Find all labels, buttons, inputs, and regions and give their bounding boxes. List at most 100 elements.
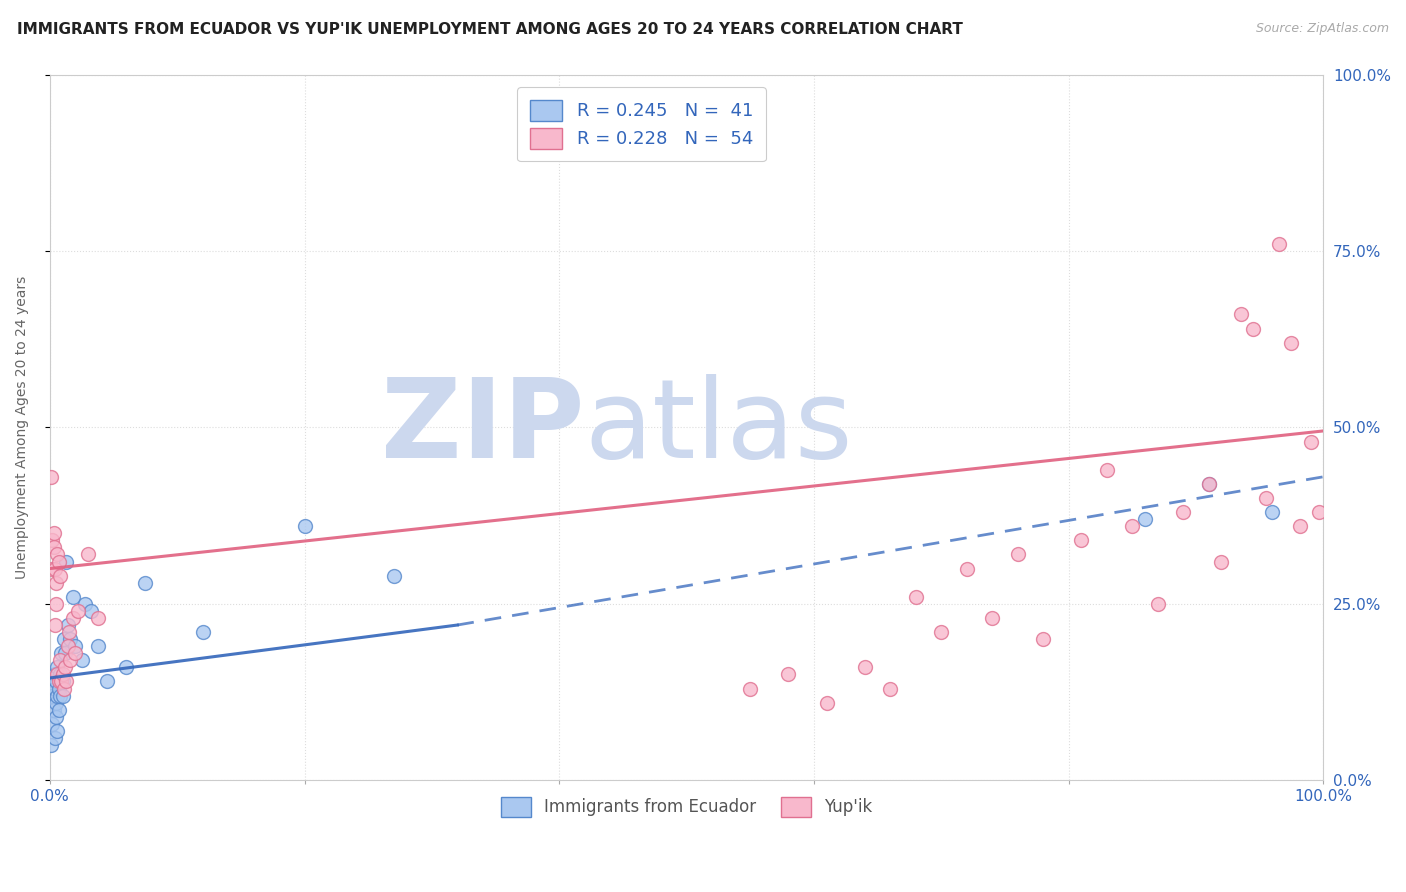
Point (53, 660, 76, 674)
Point (45, 674, 67, 689)
Point (1198, 476, 1220, 491)
Text: IMMIGRANTS FROM ECUADOR VS YUP'IK UNEMPLOYMENT AMONG AGES 20 TO 24 YEARS CORRELA: IMMIGRANTS FROM ECUADOR VS YUP'IK UNEMPL… (17, 22, 963, 37)
Point (52, 681, 75, 696)
Point (49, 689, 72, 703)
Text: Source: ZipAtlas.com: Source: ZipAtlas.com (1256, 22, 1389, 36)
Point (59, 632, 82, 647)
Point (1261, 505, 1284, 519)
Point (62, 611, 84, 625)
Point (294, 519, 316, 533)
Point (42, 703, 65, 717)
Point (49, 667, 72, 681)
Point (56, 618, 79, 632)
Point (1095, 463, 1118, 477)
Point (46, 667, 69, 681)
Point (39, 738, 62, 752)
Point (56, 639, 79, 653)
Point (45, 696, 67, 710)
Point (87, 639, 110, 653)
Legend: Immigrants from Ecuador, Yup'ik: Immigrants from Ecuador, Yup'ik (492, 789, 882, 825)
Point (51, 674, 73, 689)
Point (70, 653, 93, 667)
Point (1211, 554, 1233, 568)
Point (46, 723, 69, 738)
Text: ZIP: ZIP (381, 374, 585, 481)
Point (382, 568, 405, 582)
Point (1289, 519, 1312, 533)
Point (51, 646, 73, 660)
Point (956, 561, 979, 575)
Point (39, 470, 62, 484)
Point (48, 674, 70, 689)
Point (1198, 476, 1220, 491)
Point (62, 590, 84, 604)
Point (58, 625, 80, 640)
Point (1133, 512, 1156, 526)
Point (853, 660, 876, 674)
Point (45, 710, 67, 724)
Point (52, 632, 75, 647)
Point (1299, 434, 1322, 449)
Point (191, 625, 214, 640)
Point (77, 548, 100, 562)
Point (1281, 335, 1303, 350)
Point (1146, 597, 1168, 611)
Point (53, 646, 76, 660)
Y-axis label: Unemployment Among Ages 20 to 24 years: Unemployment Among Ages 20 to 24 years (15, 276, 30, 579)
Point (48, 681, 70, 696)
Point (1308, 505, 1330, 519)
Point (65, 646, 87, 660)
Point (55, 674, 77, 689)
Point (44, 667, 66, 681)
Point (815, 696, 838, 710)
Text: atlas: atlas (585, 374, 853, 481)
Point (41, 561, 63, 575)
Point (45, 597, 67, 611)
Point (115, 660, 138, 674)
Point (48, 554, 70, 568)
Point (52, 689, 75, 703)
Point (55, 554, 77, 568)
Point (1007, 548, 1029, 562)
Point (96, 674, 118, 689)
Point (1121, 519, 1143, 533)
Point (48, 703, 70, 717)
Point (1070, 533, 1092, 548)
Point (75, 597, 97, 611)
Point (46, 689, 69, 703)
Point (66, 604, 89, 618)
Point (44, 681, 66, 696)
Point (46, 660, 69, 674)
Point (41, 533, 63, 548)
Point (929, 625, 952, 640)
Point (46, 548, 69, 562)
Point (65, 639, 87, 653)
Point (59, 653, 82, 667)
Point (45, 575, 67, 590)
Point (79, 604, 101, 618)
Point (1241, 321, 1264, 335)
Point (1229, 308, 1251, 322)
Point (1267, 236, 1289, 251)
Point (42, 526, 65, 541)
Point (41, 716, 63, 731)
Point (49, 653, 72, 667)
Point (981, 611, 1004, 625)
Point (44, 731, 66, 745)
Point (52, 667, 75, 681)
Point (44, 618, 66, 632)
Point (42, 541, 65, 555)
Point (134, 575, 156, 590)
Point (879, 681, 901, 696)
Point (740, 681, 762, 696)
Point (87, 611, 110, 625)
Point (52, 674, 75, 689)
Point (778, 667, 800, 681)
Point (1173, 505, 1195, 519)
Point (44, 561, 66, 575)
Point (42, 674, 65, 689)
Point (49, 568, 72, 582)
Point (904, 590, 927, 604)
Point (41, 689, 63, 703)
Point (1032, 632, 1054, 647)
